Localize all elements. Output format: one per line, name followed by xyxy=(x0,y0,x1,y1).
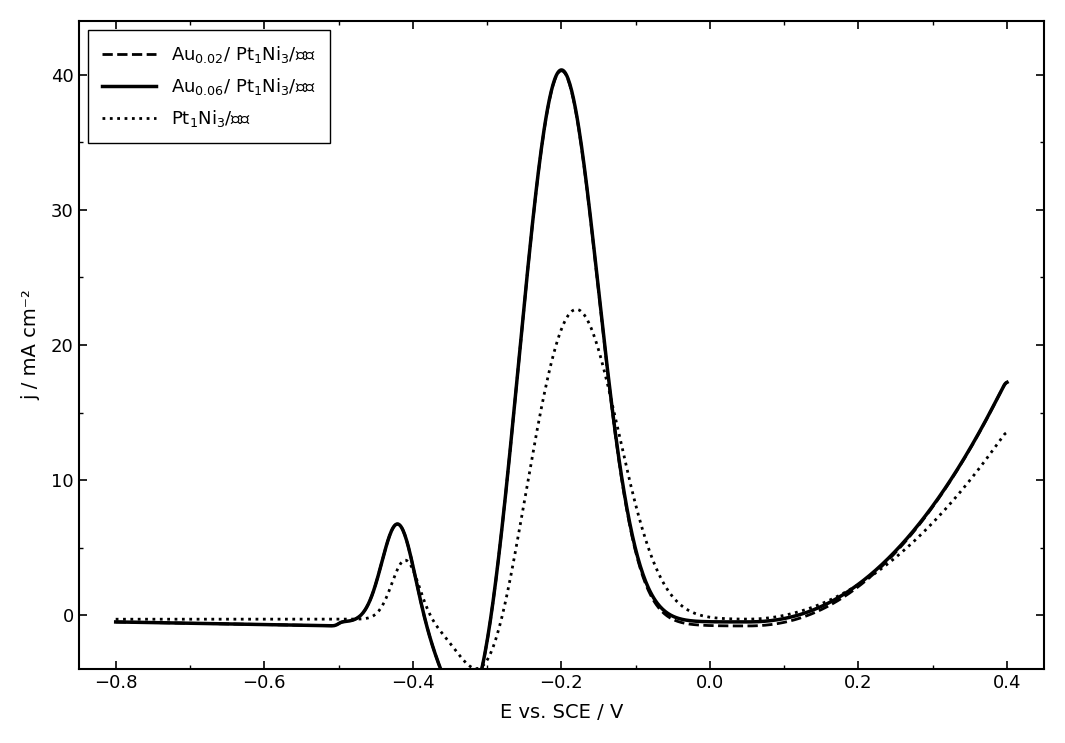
Line: Pt₁Ni₃/炊黒: Pt₁Ni₃/炊黒 xyxy=(116,309,1007,669)
Au₀.₀₂/ Pt₁Ni₃/炊黒 xyxy=(457,703,470,712)
Au₀.₀₆/ Pt₁Ni₃/炊黒 xyxy=(503,455,515,464)
Line: Au₀.₀₆/ Pt₁Ni₃/炊黒: Au₀.₀₆/ Pt₁Ni₃/炊黒 xyxy=(116,70,1007,707)
Au₀.₀₂/ Pt₁Ni₃/炊黒 xyxy=(556,66,569,75)
Pt₁Ni₃/炊黒 xyxy=(822,596,835,605)
Au₀.₀₂/ Pt₁Ni₃/炊黒 xyxy=(822,602,835,611)
Au₀.₀₂/ Pt₁Ni₃/炊黒 xyxy=(1001,378,1014,387)
X-axis label: E vs. SCE / V: E vs. SCE / V xyxy=(499,703,623,722)
Pt₁Ni₃/炊黒 xyxy=(1001,428,1014,437)
Au₀.₀₂/ Pt₁Ni₃/炊黒 xyxy=(723,621,736,630)
Pt₁Ni₃/炊黒 xyxy=(200,614,213,623)
Pt₁Ni₃/炊黒 xyxy=(503,580,515,588)
Au₀.₀₂/ Pt₁Ni₃/炊黒 xyxy=(806,609,819,618)
Legend: Au$_{0.02}$/ Pt$_1$Ni$_3$/炭黒, Au$_{0.06}$/ Pt$_1$Ni$_3$/炭黒, Pt$_1$Ni$_3$/炭黒: Au$_{0.02}$/ Pt$_1$Ni$_3$/炭黒, Au$_{0.06}… xyxy=(87,30,329,143)
Au₀.₀₆/ Pt₁Ni₃/炊黒 xyxy=(1001,378,1014,387)
Au₀.₀₂/ Pt₁Ni₃/炊黒 xyxy=(200,619,213,628)
Au₀.₀₆/ Pt₁Ni₃/炊黒 xyxy=(723,617,736,626)
Au₀.₀₆/ Pt₁Ni₃/炊黒 xyxy=(556,65,569,74)
Au₀.₀₆/ Pt₁Ni₃/炊黒 xyxy=(822,598,835,607)
Au₀.₀₆/ Pt₁Ni₃/炊黒 xyxy=(457,703,470,712)
Au₀.₀₆/ Pt₁Ni₃/炊黒 xyxy=(471,683,484,692)
Pt₁Ni₃/炊黒 xyxy=(471,664,484,673)
Pt₁Ni₃/炊黒 xyxy=(723,614,736,623)
Pt₁Ni₃/炊黒 xyxy=(570,305,583,314)
Y-axis label: j / mA cm⁻²: j / mA cm⁻² xyxy=(21,290,39,400)
Au₀.₀₆/ Pt₁Ni₃/炊黒 xyxy=(110,617,122,626)
Au₀.₀₂/ Pt₁Ni₃/炊黒 xyxy=(110,617,122,626)
Pt₁Ni₃/炊黒 xyxy=(110,614,122,623)
Line: Au₀.₀₂/ Pt₁Ni₃/炊黒: Au₀.₀₂/ Pt₁Ni₃/炊黒 xyxy=(116,71,1007,707)
Au₀.₀₆/ Pt₁Ni₃/炊黒 xyxy=(806,606,819,614)
Pt₁Ni₃/炊黒 xyxy=(470,664,482,673)
Au₀.₀₂/ Pt₁Ni₃/炊黒 xyxy=(471,683,484,692)
Au₀.₀₆/ Pt₁Ni₃/炊黒 xyxy=(200,619,213,628)
Pt₁Ni₃/炊黒 xyxy=(806,603,819,611)
Au₀.₀₂/ Pt₁Ni₃/炊黒 xyxy=(503,455,515,464)
